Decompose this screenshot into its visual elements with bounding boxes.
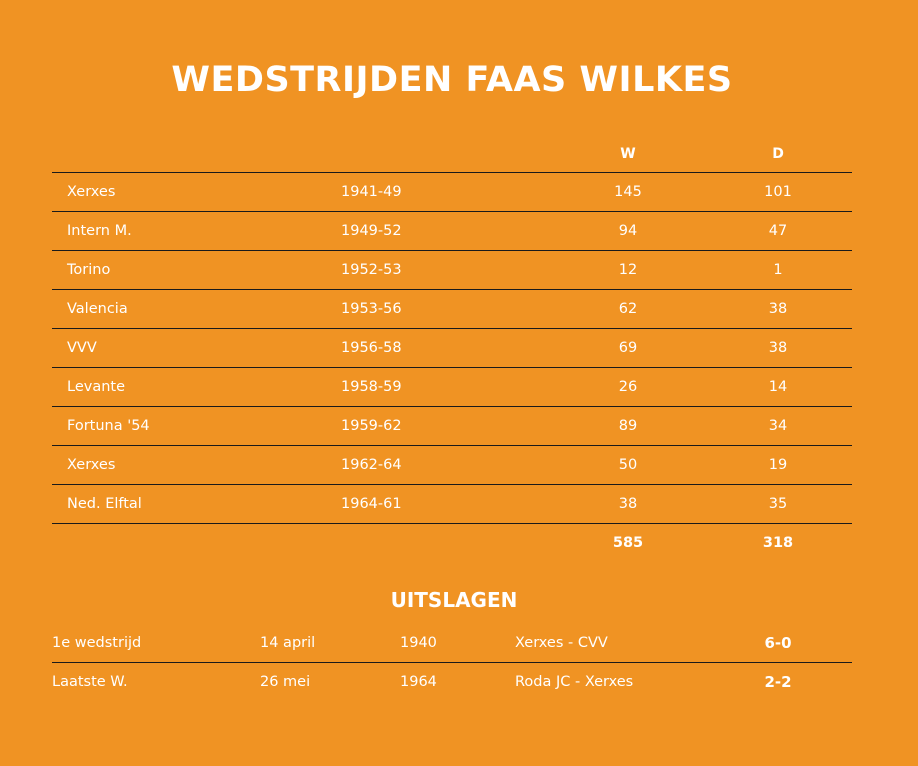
d-cell: 14 [768, 379, 788, 395]
years-cell: 1964-61 [341, 496, 402, 512]
years-cell: 1952-53 [341, 262, 402, 278]
club-cell: Valencia [67, 301, 128, 317]
club-cell: Levante [67, 379, 126, 395]
totals-row: 585 318 [52, 524, 852, 562]
result-row: Laatste W. 26 mei 1964 Roda JC - Xerxes … [52, 663, 852, 701]
result-match: Xerxes - CVV [515, 635, 608, 651]
matches-table: W D Xerxes 1941-49 145 101 Intern M. 194… [52, 134, 852, 562]
years-cell: 1941-49 [341, 184, 402, 200]
table-row: Ned. Elftal 1964-61 38 35 [52, 485, 852, 524]
table-row: Xerxes 1962-64 50 19 [52, 446, 852, 485]
w-cell: 145 [614, 184, 642, 200]
result-year: 1940 [400, 635, 437, 651]
results-table: 1e wedstrijd 14 april 1940 Xerxes - CVV … [52, 624, 852, 701]
w-cell: 50 [618, 457, 638, 473]
w-cell: 89 [618, 418, 638, 434]
result-date: 26 mei [260, 674, 311, 690]
result-date: 14 april [260, 635, 316, 651]
table-header-row: W D [52, 134, 852, 173]
total-w-cell: 585 [612, 535, 644, 551]
years-cell: 1953-56 [341, 301, 402, 317]
column-header-d: D [772, 146, 784, 162]
d-cell: 38 [768, 301, 788, 317]
table-row: Fortuna '54 1959-62 89 34 [52, 407, 852, 446]
club-cell: Fortuna '54 [67, 418, 150, 434]
table-row: Xerxes 1941-49 145 101 [52, 173, 852, 212]
result-label: 1e wedstrijd [52, 635, 142, 651]
w-cell: 69 [618, 340, 638, 356]
w-cell: 26 [618, 379, 638, 395]
column-header-w: W [620, 146, 636, 162]
w-cell: 62 [618, 301, 638, 317]
d-cell: 101 [764, 184, 792, 200]
table-row: Torino 1952-53 12 1 [52, 251, 852, 290]
club-cell: Xerxes [67, 184, 116, 200]
table-row: Valencia 1953-56 62 38 [52, 290, 852, 329]
years-cell: 1962-64 [341, 457, 402, 473]
result-year: 1964 [400, 674, 437, 690]
years-cell: 1959-62 [341, 418, 402, 434]
result-match: Roda JC - Xerxes [515, 674, 634, 690]
d-cell: 19 [768, 457, 788, 473]
d-cell: 38 [768, 340, 788, 356]
club-cell: Intern M. [67, 223, 132, 239]
w-cell: 94 [618, 223, 638, 239]
table-row: Levante 1958-59 26 14 [52, 368, 852, 407]
results-title: UITSLAGEN [390, 588, 518, 612]
club-cell: Ned. Elftal [67, 496, 142, 512]
result-label: Laatste W. [52, 674, 128, 690]
w-cell: 38 [618, 496, 638, 512]
result-score: 2-2 [764, 673, 792, 691]
club-cell: VVV [67, 340, 97, 356]
club-cell: Xerxes [67, 457, 116, 473]
years-cell: 1949-52 [341, 223, 402, 239]
club-cell: Torino [67, 262, 111, 278]
table-row: Intern M. 1949-52 94 47 [52, 212, 852, 251]
d-cell: 35 [768, 496, 788, 512]
w-cell: 12 [618, 262, 638, 278]
years-cell: 1958-59 [341, 379, 402, 395]
d-cell: 1 [773, 262, 783, 278]
d-cell: 34 [768, 418, 788, 434]
result-row: 1e wedstrijd 14 april 1940 Xerxes - CVV … [52, 624, 852, 663]
page-title: WEDSTRIJDEN FAAS WILKES [171, 60, 733, 100]
table-row: VVV 1956-58 69 38 [52, 329, 852, 368]
total-d-cell: 318 [762, 535, 794, 551]
result-score: 6-0 [764, 634, 792, 652]
d-cell: 47 [768, 223, 788, 239]
years-cell: 1956-58 [341, 340, 402, 356]
